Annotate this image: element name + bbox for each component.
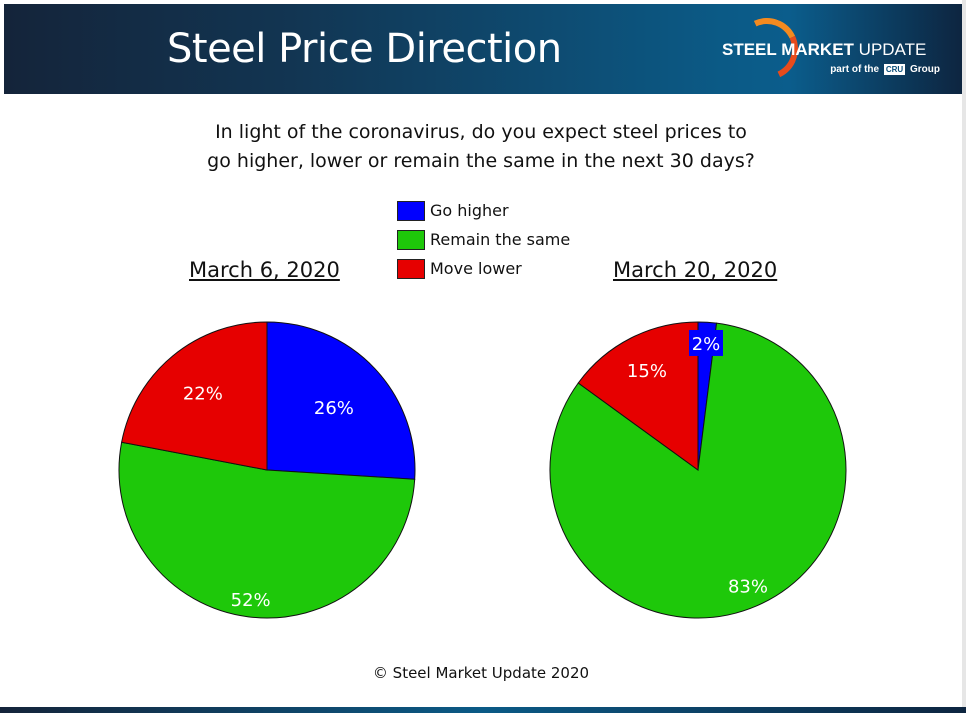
logo-subtext: part of the CRU Group (830, 64, 940, 75)
copyright-footer: © Steel Market Update 2020 (372, 664, 590, 682)
legend-swatch (397, 200, 425, 221)
logo-text-bold: STEEL (722, 40, 777, 59)
data-label: 83% (728, 576, 768, 597)
legend-item-remain-same: Remain the same (397, 225, 570, 254)
legend-label: Remain the same (430, 230, 571, 249)
legend-swatch (397, 229, 425, 250)
pie-slice-move-lower (121, 321, 268, 471)
pie-slice-remain-the-same (118, 441, 416, 619)
bottom-bar (0, 707, 966, 713)
chart-title-march-6: March 6, 2020 (189, 258, 340, 282)
steel-market-update-logo: STEEL MARKET UPDATE part of the CRU Grou… (716, 9, 946, 89)
logo-text-mid: MARKET (776, 40, 854, 59)
page-title: Steel Price Direction (167, 26, 562, 72)
legend-swatch (397, 258, 425, 279)
survey-question: In light of the coronavirus, do you expe… (0, 118, 962, 176)
logo-text-light: UPDATE (853, 40, 927, 59)
logo-sub-post: Group (910, 64, 940, 76)
legend: Go higher Remain the same Move lower (397, 196, 570, 283)
data-label: 2% (692, 334, 721, 355)
logo-text: STEEL MARKET UPDATE (722, 40, 926, 60)
pie-0: 26% 52% 22% (118, 321, 416, 619)
cru-badge: CRU (883, 64, 906, 75)
logo-sub-pre: part of the (830, 64, 880, 76)
legend-item-go-higher: Go higher (397, 196, 570, 225)
header-banner: Steel Price Direction STEEL MARKET UPDAT… (4, 4, 962, 94)
pie-slice-go-higher (266, 321, 416, 480)
data-label: 15% (627, 361, 667, 382)
question-line-2: go higher, lower or remain the same in t… (207, 150, 755, 172)
data-label: 22% (183, 383, 223, 404)
data-label: 52% (231, 590, 271, 611)
pie-1: 2% 83% 15% (549, 321, 847, 619)
data-label: 26% (314, 398, 354, 419)
legend-item-move-lower: Move lower (397, 254, 570, 283)
legend-label: Move lower (430, 259, 522, 278)
data-label-background (688, 329, 723, 356)
pie-slice-move-lower (577, 321, 699, 471)
question-line-1: In light of the coronavirus, do you expe… (215, 121, 747, 143)
chart-title-march-20: March 20, 2020 (613, 258, 778, 282)
legend-label: Go higher (430, 201, 509, 220)
